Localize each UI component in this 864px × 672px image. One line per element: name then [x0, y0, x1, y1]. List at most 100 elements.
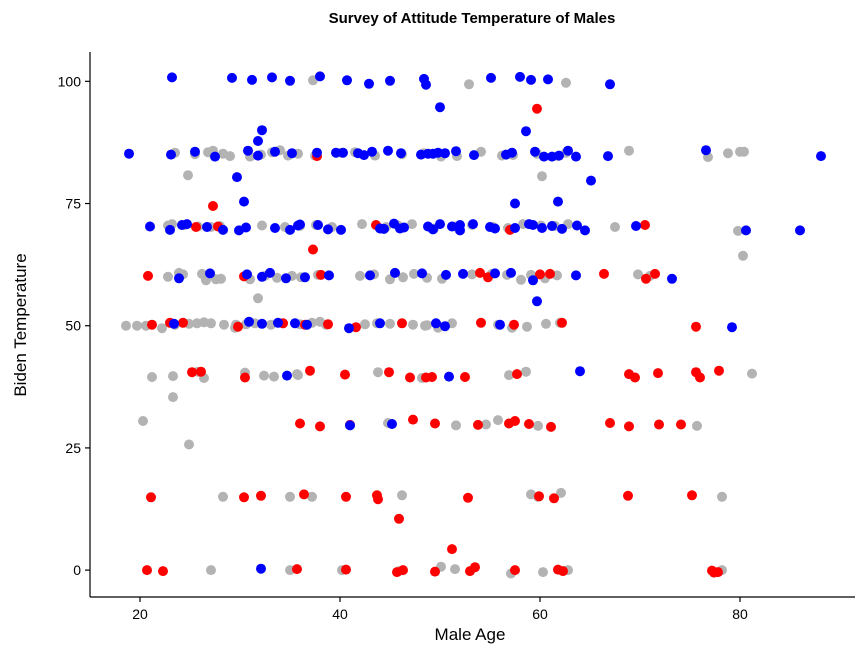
- data-point: [575, 366, 585, 377]
- data-point: [510, 416, 520, 426]
- data-point: [392, 567, 402, 578]
- data-point: [265, 267, 275, 278]
- data-point: [331, 147, 341, 158]
- y-tick-label: 0: [73, 562, 81, 578]
- data-point: [187, 367, 197, 378]
- data-point: [239, 196, 249, 207]
- data-point: [397, 490, 407, 501]
- data-point: [308, 244, 318, 255]
- data-point: [397, 318, 407, 329]
- data-point: [242, 269, 252, 280]
- data-point: [190, 146, 200, 157]
- data-point: [741, 225, 751, 236]
- data-point: [506, 267, 516, 278]
- data-point: [476, 317, 486, 328]
- data-point: [795, 225, 805, 236]
- data-point: [431, 318, 441, 329]
- data-point: [558, 566, 568, 577]
- data-point: [430, 418, 440, 429]
- y-tick-label: 100: [58, 73, 82, 89]
- data-point: [407, 219, 417, 230]
- data-point: [267, 72, 277, 83]
- data-point: [546, 421, 556, 432]
- data-point: [285, 491, 295, 502]
- data-point: [630, 372, 640, 383]
- data-point: [549, 493, 559, 504]
- data-point: [163, 271, 173, 282]
- data-point: [467, 269, 477, 280]
- data-point: [124, 148, 134, 159]
- data-point: [373, 494, 383, 505]
- data-point: [430, 566, 440, 577]
- data-point: [360, 319, 370, 330]
- data-point: [225, 151, 235, 162]
- data-point: [295, 418, 305, 429]
- data-point: [367, 146, 377, 157]
- data-point: [270, 146, 280, 157]
- data-point: [166, 149, 176, 160]
- data-point: [490, 268, 500, 279]
- data-point: [390, 267, 400, 278]
- data-point: [535, 269, 545, 280]
- data-point: [532, 296, 542, 307]
- data-point: [687, 490, 697, 501]
- data-point: [147, 372, 157, 382]
- data-point: [557, 317, 567, 328]
- data-point: [281, 273, 291, 284]
- data-point: [342, 75, 352, 86]
- data-point: [408, 414, 418, 425]
- data-point: [421, 79, 431, 90]
- data-point: [341, 491, 351, 502]
- data-point: [624, 145, 634, 156]
- data-point: [586, 175, 596, 186]
- data-point: [292, 369, 302, 380]
- data-point: [205, 268, 215, 279]
- data-point: [738, 250, 748, 261]
- data-point: [504, 370, 514, 381]
- data-point: [556, 487, 566, 498]
- data-point: [633, 269, 643, 280]
- data-point: [512, 369, 522, 380]
- data-point: [747, 368, 757, 379]
- data-point: [336, 224, 346, 235]
- data-point: [528, 275, 538, 286]
- data-point: [605, 79, 615, 90]
- data-point: [219, 319, 229, 330]
- data-point: [405, 372, 415, 383]
- data-point: [509, 319, 519, 330]
- data-point: [355, 270, 365, 281]
- data-point: [603, 151, 613, 162]
- data-point: [285, 224, 295, 235]
- data-point: [444, 371, 454, 382]
- data-point: [486, 72, 496, 83]
- data-point: [580, 225, 590, 236]
- data-point: [572, 220, 582, 231]
- data-point: [469, 150, 479, 161]
- data-point: [435, 102, 445, 113]
- data-point: [132, 320, 142, 331]
- data-point: [409, 268, 419, 279]
- data-point: [450, 564, 460, 575]
- data-point: [610, 222, 620, 232]
- x-tick-label: 20: [132, 606, 148, 622]
- data-point: [532, 103, 542, 114]
- data-point: [182, 219, 192, 230]
- data-point: [147, 319, 157, 330]
- data-point: [385, 75, 395, 86]
- data-point: [365, 270, 375, 281]
- data-point: [191, 222, 201, 232]
- data-point: [169, 318, 179, 329]
- data-point: [257, 318, 267, 329]
- data-point: [142, 565, 152, 576]
- data-point: [441, 269, 451, 280]
- data-point: [599, 268, 609, 279]
- data-point: [510, 223, 520, 233]
- data-point: [538, 567, 548, 578]
- data-point: [168, 392, 178, 403]
- x-axis-title: Male Age: [435, 625, 506, 644]
- data-point: [571, 270, 581, 281]
- data-point: [533, 420, 543, 431]
- data-point: [539, 151, 549, 162]
- data-point: [313, 220, 323, 230]
- data-point: [528, 220, 538, 230]
